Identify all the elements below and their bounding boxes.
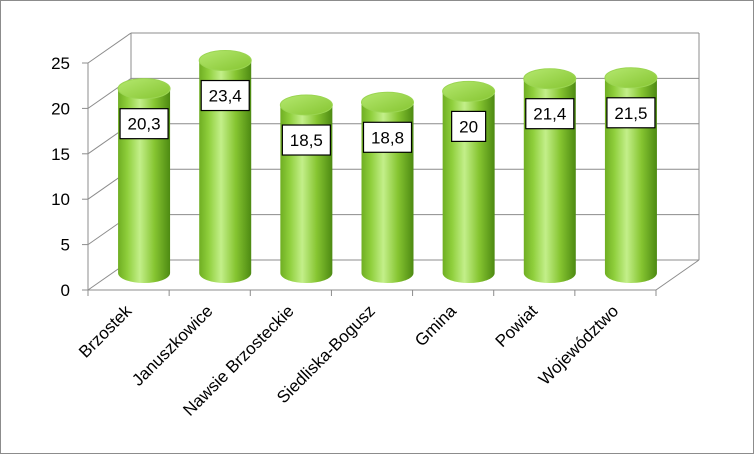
bar-body	[199, 60, 252, 283]
floor-right-edge	[655, 259, 700, 291]
data-label-box	[451, 110, 487, 143]
bar-top	[523, 68, 577, 90]
data-label: 20,3	[128, 115, 161, 134]
bar-top	[442, 80, 496, 102]
x-tick-label: Gmina	[411, 301, 460, 350]
data-label: 21,5	[614, 104, 647, 123]
data-label-box	[200, 79, 250, 112]
y-tick-label: 5	[61, 236, 70, 255]
y-tick-label: 10	[51, 190, 70, 209]
gridline-side	[87, 32, 132, 64]
bar	[279, 94, 333, 284]
y-tick-label: 25	[51, 54, 70, 73]
data-label: 20	[459, 117, 478, 136]
data-label-box	[606, 97, 656, 129]
bar-top	[117, 78, 171, 100]
bar-top	[361, 91, 414, 113]
data-label: 18,8	[371, 128, 404, 147]
x-tick-label: Januszkowice	[128, 301, 216, 389]
bar-top	[198, 50, 252, 72]
data-label-box	[281, 124, 331, 156]
x-tick-label: Brzostek	[75, 301, 136, 362]
bar-top	[279, 94, 333, 116]
bar	[361, 91, 414, 284]
y-tick-label: 0	[61, 281, 70, 300]
data-label: 18,5	[290, 131, 323, 150]
y-tick-label: 20	[51, 99, 70, 118]
x-tick-label: Powiat	[492, 301, 542, 351]
y-tick-label: 15	[51, 145, 70, 164]
bar	[523, 68, 577, 283]
bar-body	[604, 77, 657, 283]
data-label: 21,4	[533, 105, 566, 124]
bar	[198, 50, 252, 283]
bar	[604, 67, 658, 283]
data-label: 23,4	[209, 87, 242, 106]
bar-top	[604, 67, 658, 89]
bar-body	[523, 78, 576, 283]
data-label-box	[525, 98, 575, 130]
x-tick-label: Województwo	[535, 301, 622, 388]
data-label-box	[362, 121, 413, 153]
data-label-box	[119, 108, 169, 140]
